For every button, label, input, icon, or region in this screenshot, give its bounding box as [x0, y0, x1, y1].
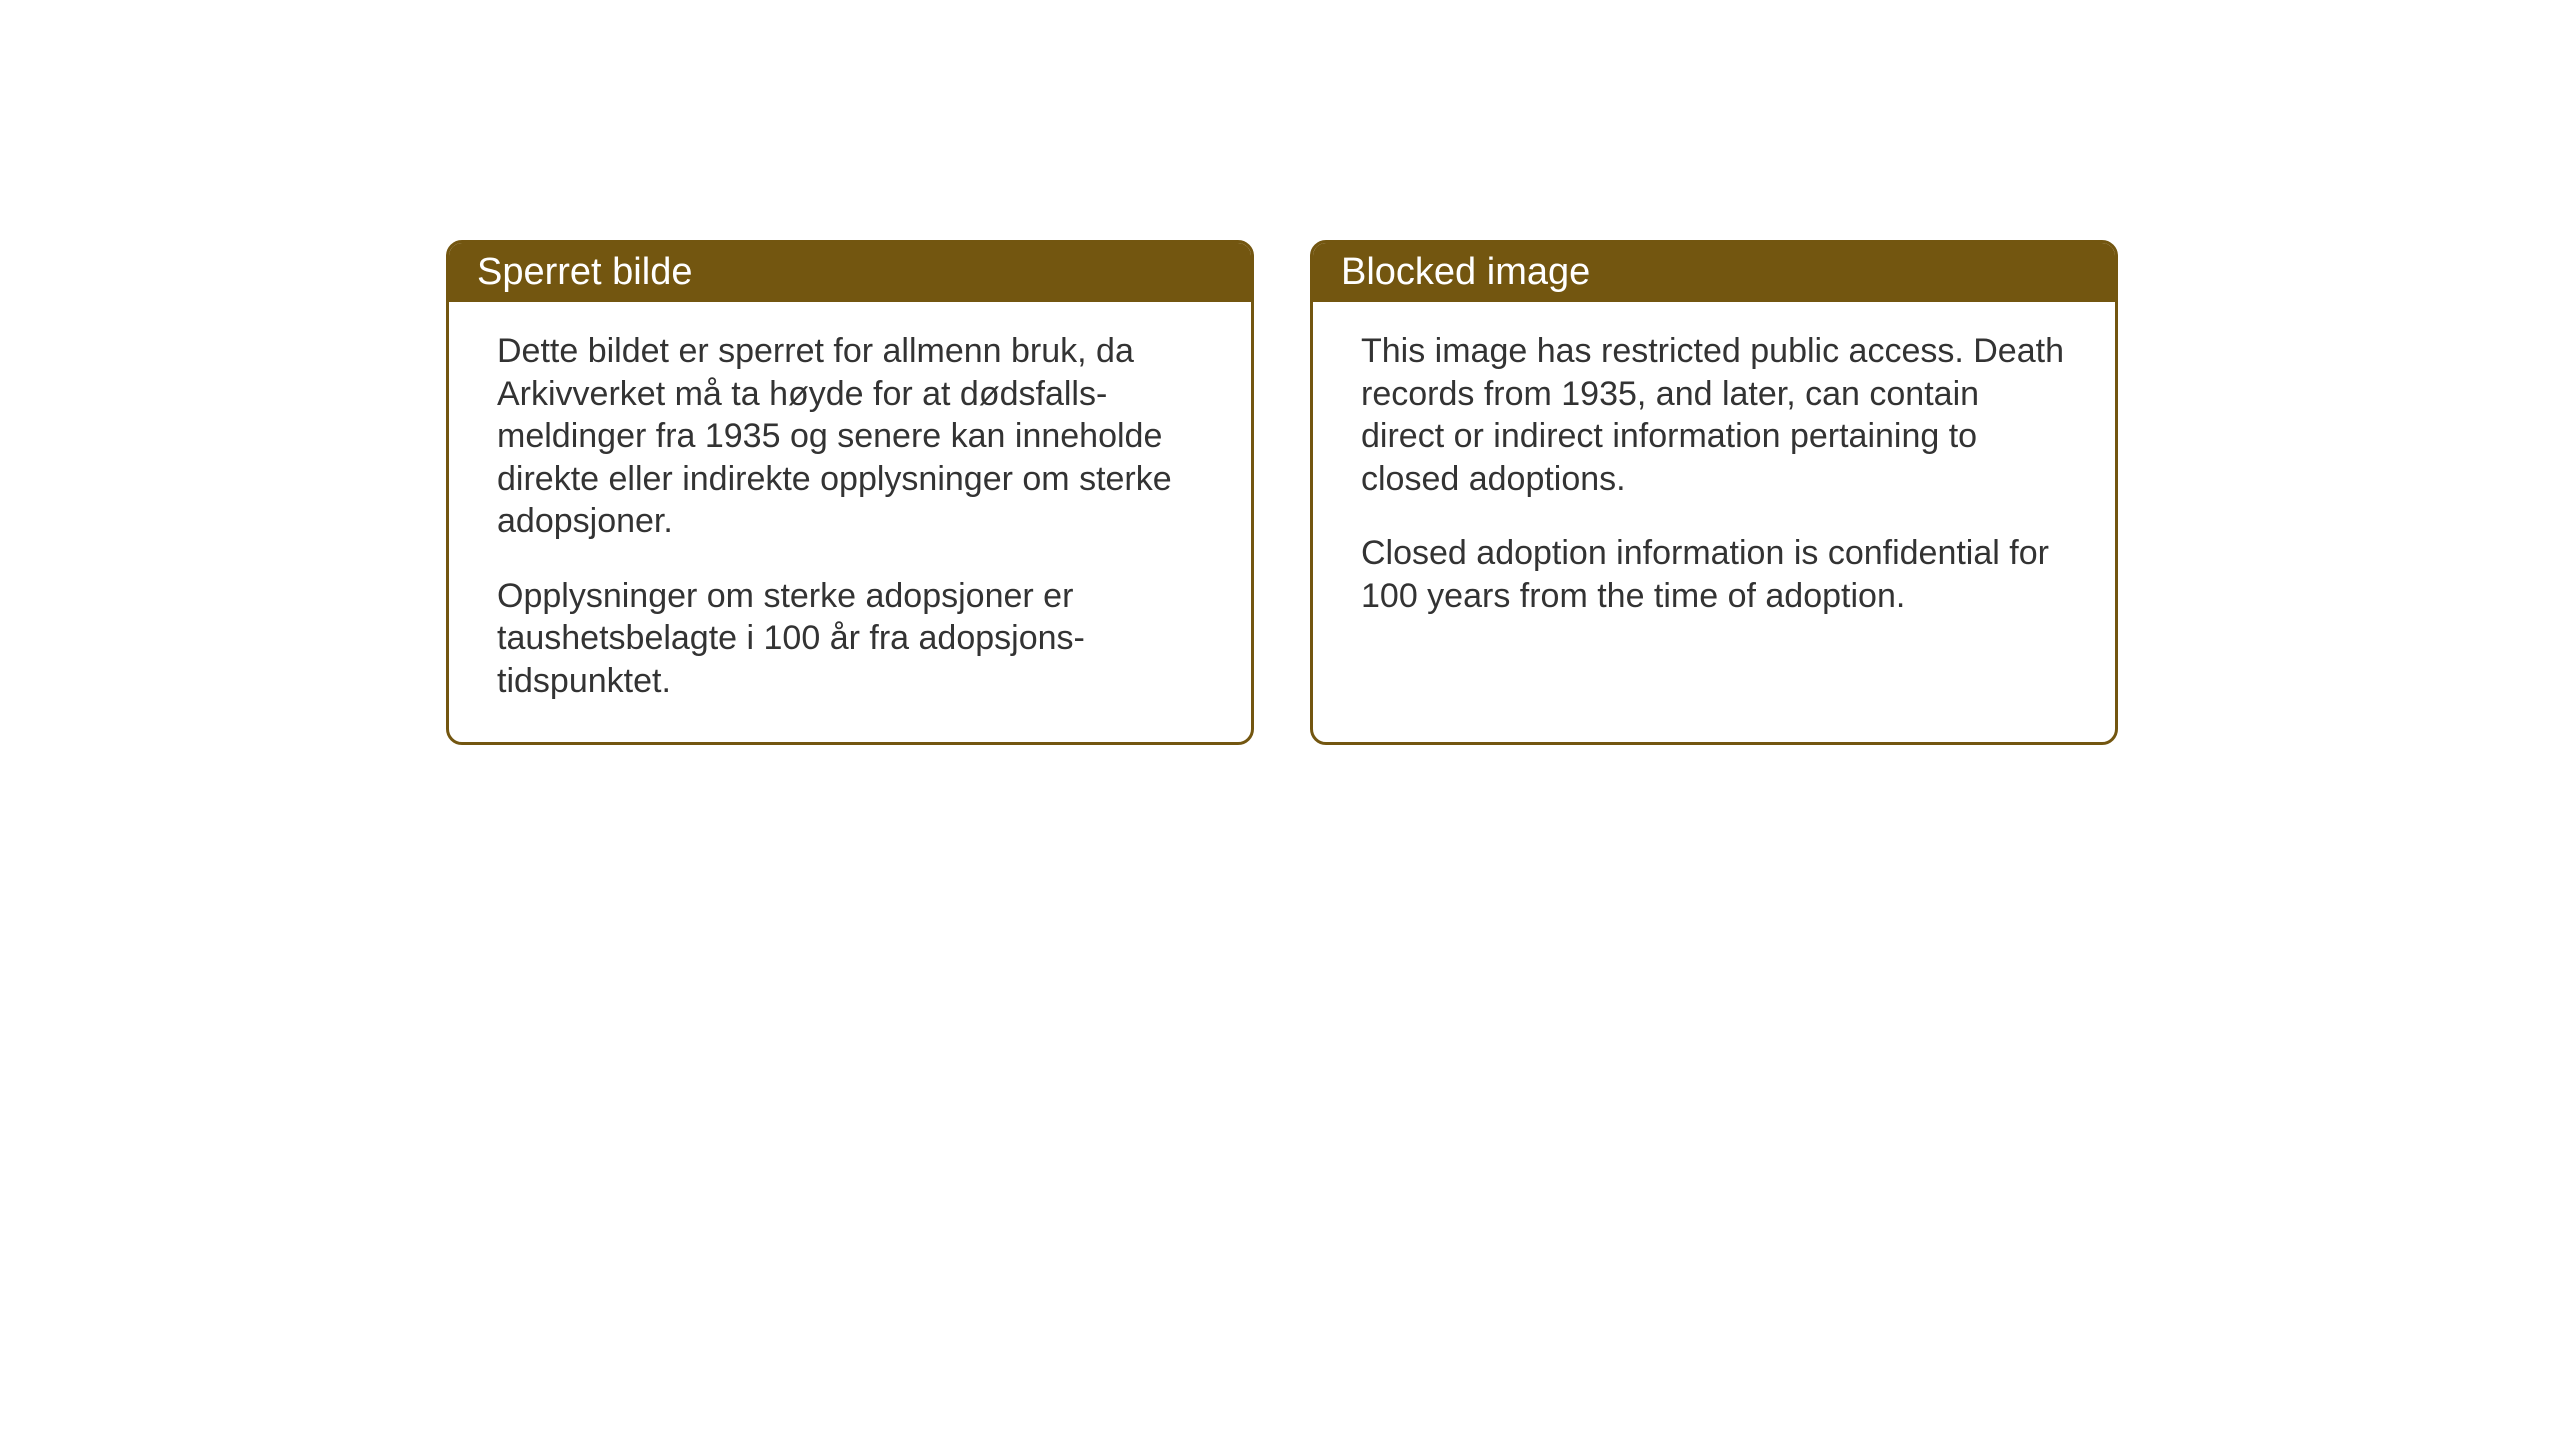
notice-paragraph-1-norwegian: Dette bildet er sperret for allmenn bruk…: [497, 330, 1203, 543]
notice-card-english: Blocked image This image has restricted …: [1310, 240, 2118, 745]
notice-title-norwegian: Sperret bilde: [477, 251, 692, 293]
notice-title-english: Blocked image: [1341, 251, 1590, 293]
notice-body-english: This image has restricted public access.…: [1313, 302, 2115, 657]
notice-paragraph-2-english: Closed adoption information is confident…: [1361, 532, 2067, 617]
notice-paragraph-1-english: This image has restricted public access.…: [1361, 330, 2067, 500]
notice-paragraph-2-norwegian: Opplysninger om sterke adopsjoner er tau…: [497, 575, 1203, 703]
notice-card-norwegian: Sperret bilde Dette bildet er sperret fo…: [446, 240, 1254, 745]
notice-header-norwegian: Sperret bilde: [449, 243, 1251, 302]
notice-container: Sperret bilde Dette bildet er sperret fo…: [446, 240, 2118, 745]
notice-header-english: Blocked image: [1313, 243, 2115, 302]
notice-body-norwegian: Dette bildet er sperret for allmenn bruk…: [449, 302, 1251, 742]
